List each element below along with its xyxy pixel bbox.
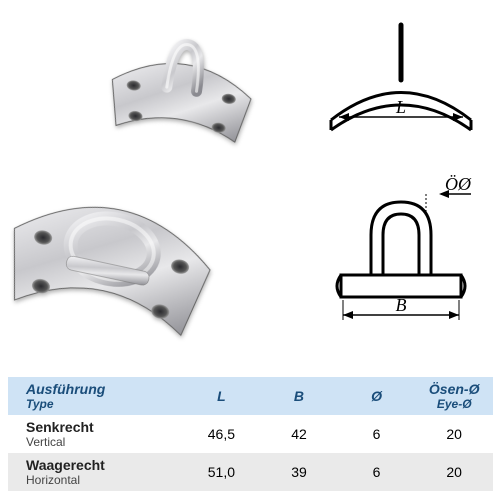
cell-type: Waagerecht Horizontal bbox=[8, 453, 183, 491]
table-header-row: Ausführung Type L B Ø Ösen-Ø Eye-Ø bbox=[8, 377, 493, 415]
technical-diagram-svg: L ÖØ B bbox=[311, 10, 491, 350]
product-photo-area bbox=[10, 10, 310, 350]
diagram-label-b: B bbox=[396, 295, 407, 315]
header-type: Ausführung Type bbox=[8, 377, 183, 415]
cell-type: Senkrecht Vertical bbox=[8, 415, 183, 453]
cell-type-en: Vertical bbox=[26, 435, 177, 449]
header-eye: Ösen-Ø Eye-Ø bbox=[415, 377, 493, 415]
spec-table-area: Ausführung Type L B Ø Ösen-Ø Eye-Ø Senkr… bbox=[8, 377, 493, 491]
cell-l: 51,0 bbox=[183, 453, 261, 491]
diagram-label-l: L bbox=[395, 97, 406, 117]
table-row: Waagerecht Horizontal 51,0 39 6 20 bbox=[8, 453, 493, 491]
header-type-en: Type bbox=[26, 397, 177, 411]
product-photo-svg bbox=[10, 10, 310, 350]
cell-b: 42 bbox=[260, 415, 338, 453]
cell-type-de: Waagerecht bbox=[26, 457, 105, 473]
header-type-de: Ausführung bbox=[26, 381, 105, 397]
header-l: L bbox=[183, 377, 261, 415]
table-row: Senkrecht Vertical 46,5 42 6 20 bbox=[8, 415, 493, 453]
diagram-label-eye: ÖØ bbox=[445, 174, 472, 194]
cell-eye: 20 bbox=[415, 453, 493, 491]
cell-b: 39 bbox=[260, 453, 338, 491]
header-b: B bbox=[260, 377, 338, 415]
header-eye-de: Ösen-Ø bbox=[429, 381, 480, 397]
cell-l: 46,5 bbox=[183, 415, 261, 453]
spec-table: Ausführung Type L B Ø Ösen-Ø Eye-Ø Senkr… bbox=[8, 377, 493, 491]
header-d: Ø bbox=[338, 377, 416, 415]
header-eye-en: Eye-Ø bbox=[421, 397, 487, 411]
cell-type-de: Senkrecht bbox=[26, 419, 94, 435]
cell-type-en: Horizontal bbox=[26, 473, 177, 487]
cell-d: 6 bbox=[338, 453, 416, 491]
technical-diagram-area: L ÖØ B bbox=[311, 10, 491, 350]
cell-d: 6 bbox=[338, 415, 416, 453]
cell-eye: 20 bbox=[415, 415, 493, 453]
